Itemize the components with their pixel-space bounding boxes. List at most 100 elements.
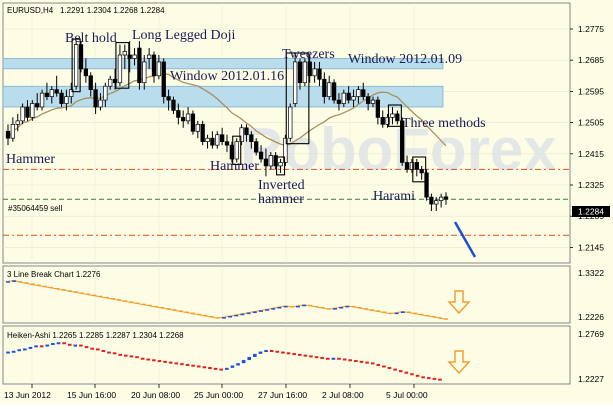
price-tick-label: 1.2505 [578,118,604,128]
heiken-ashi-bar [320,356,324,359]
line-break-brick [413,312,418,315]
line-break-brick [154,305,159,308]
line-break-brick [67,290,72,292]
heiken-ashi-bar [146,358,151,361]
heiken-ashi-bar [309,355,313,358]
candle-body [210,137,215,146]
heiken-ashi-bar [124,354,128,357]
level-lines [3,168,570,236]
candle-body [443,196,449,200]
heiken-ashi-bar [286,352,291,355]
candle-body [268,155,273,167]
heiken-ashi-bar [163,360,167,363]
line-break-brick [221,317,226,319]
candle-body [429,196,434,205]
candle-body [205,137,210,143]
price-tick-label: 1.2775 [578,24,604,34]
heiken-ashi-bar [17,349,22,352]
line-break-brick [345,305,350,308]
time-axis: 13 Jun 2012 15 Jun 16:00 20 Jun 08:00 25 Ju… [4,384,428,400]
heiken-ashi-bar [342,358,347,361]
line-break-brick [308,304,313,307]
heiken-ashi-tick-bottom: 1.2227 [578,374,604,384]
heiken-ashi-bar [28,346,33,349]
inverted-hammer-label: Inverted hammer [258,178,308,207]
hammer-box [232,135,242,166]
heiken-ashi-bar [281,351,285,354]
candle-body [219,134,225,143]
candle-body [83,68,89,77]
candle-body [341,92,346,104]
candle-body [258,151,264,160]
candle-body [288,106,293,139]
line-break-brick [203,314,208,317]
heiken-ashi-bar [325,357,330,360]
tweezers-box [285,52,310,145]
heiken-ashi-bar [292,353,296,356]
candle-body [156,61,162,77]
line-break-brick [444,318,448,320]
line-break-brick [49,286,54,289]
time-tick-label: 15 Jun 16:00 [67,390,116,400]
heiken-ashi-bar [219,368,223,371]
heiken-ashi-bar [247,356,252,361]
candle-body [414,162,419,170]
line-break-brick [228,315,233,318]
time-tick-label: 27 Jun 16:00 [258,390,307,400]
line-break-brick [234,314,239,317]
heiken-ashi-bar [404,371,409,374]
candle-body [346,92,351,101]
heiken-ashi-bar [79,344,83,347]
candle-body [137,47,142,84]
candle-body [385,117,390,125]
candle-body [166,96,171,101]
candle-body [132,54,137,59]
heiken-ashi-bar [393,368,397,371]
line-break-brick [252,311,257,313]
current-price-tag [572,206,610,217]
heiken-ashi-bar [23,348,27,351]
line-break-brick [12,280,17,282]
candle-body [161,61,166,97]
line-break-brick [320,307,325,309]
candle-body [438,196,444,201]
heiken-ashi-bar [225,367,229,370]
candle-body [322,78,327,97]
long-legged-doji-box [115,42,130,89]
heiken-ashi-bar [185,363,190,366]
candle-body [117,54,123,84]
candle-body [181,117,186,122]
line-break-brick [135,302,140,305]
line-break-brick [172,309,177,311]
line-break-panel [2,265,571,324]
line-break-brick [394,312,399,315]
candle-body [190,113,196,132]
forecast-arrow [453,221,477,258]
candle-body [419,169,424,174]
candle-body [35,103,40,108]
sell-order-label: #35064459 sell [8,204,62,213]
harami-label: Harami [373,189,415,204]
line-break-brick [178,310,183,312]
candle-body [424,172,429,198]
candle-body [263,158,269,167]
heiken-ashi-bar [56,342,61,345]
candle-body [215,134,220,146]
line-break-brick [110,298,115,300]
candle-body [64,96,69,104]
candle-body [302,61,308,84]
candle-body [73,44,79,87]
candle-body [146,54,152,59]
line-break-brick [314,305,319,308]
heiken-ashi-bar [90,347,94,350]
price-tick-label: 1.2685 [578,55,604,65]
inverted-hammer-box [275,156,286,176]
line-break-brick [357,307,362,309]
candle-body [234,141,239,160]
heiken-ashi-bar [354,360,358,363]
pattern-boxes [71,38,427,183]
heiken-ashi-bar [191,364,195,367]
heiken-ashi-bar [11,350,16,353]
line-break-brick [30,283,35,285]
